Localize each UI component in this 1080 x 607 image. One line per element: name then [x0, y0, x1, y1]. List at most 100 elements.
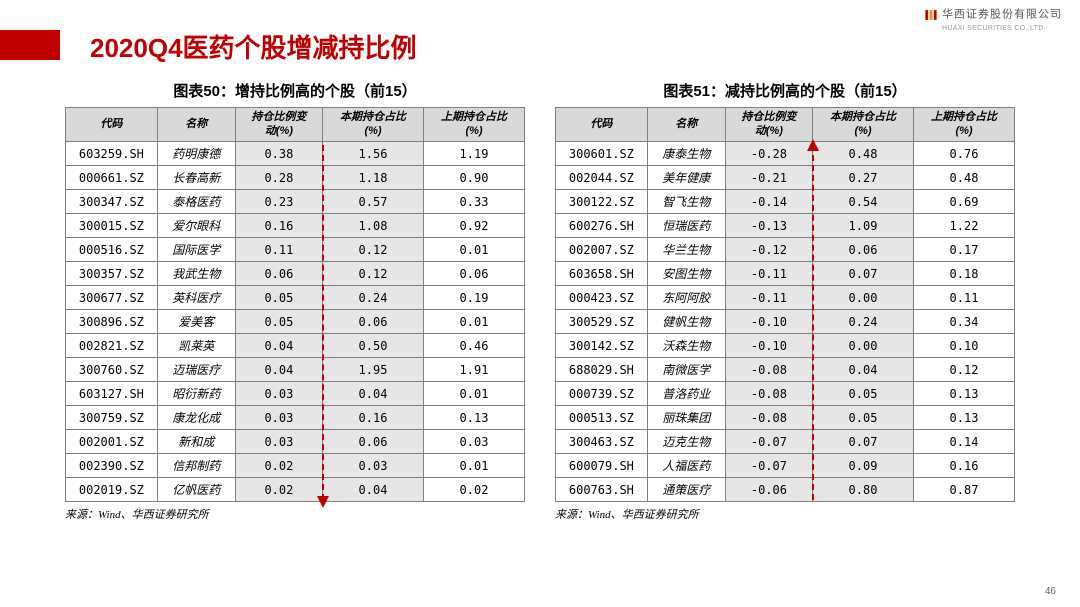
left-panel: 图表50：增持比例高的个股（前15） 代码名称持仓比例变动(%)本期持仓占比(%… — [65, 80, 525, 522]
page-title: 2020Q4医药个股增减持比例 — [90, 28, 417, 65]
cell-prev: 0.19 — [423, 286, 524, 310]
table-row: 688029.SH南微医学-0.080.040.12 — [556, 358, 1015, 382]
cell-prev: 0.46 — [423, 334, 524, 358]
cell-prev: 0.16 — [913, 454, 1014, 478]
cell-prev: 0.17 — [913, 238, 1014, 262]
cell-code: 688029.SH — [556, 358, 648, 382]
cell-current: 0.24 — [813, 310, 914, 334]
cell-prev: 1.22 — [913, 214, 1014, 238]
cell-change: 0.38 — [235, 142, 322, 166]
cell-code: 000513.SZ — [556, 406, 648, 430]
col-header: 代码 — [556, 108, 648, 142]
cell-current: 0.07 — [813, 262, 914, 286]
cell-prev: 0.01 — [423, 382, 524, 406]
cell-current: 1.95 — [323, 358, 424, 382]
cell-code: 603127.SH — [66, 382, 158, 406]
col-header: 上期持仓占比(%) — [913, 108, 1014, 142]
table-row: 300529.SZ健帆生物-0.100.240.34 — [556, 310, 1015, 334]
cell-change: 0.02 — [235, 454, 322, 478]
cell-current: 0.06 — [813, 238, 914, 262]
cell-code: 300122.SZ — [556, 190, 648, 214]
cell-code: 300759.SZ — [66, 406, 158, 430]
table-row: 000423.SZ东阿阿胶-0.110.000.11 — [556, 286, 1015, 310]
cell-code: 600763.SH — [556, 478, 648, 502]
col-header: 名称 — [647, 108, 725, 142]
cell-name: 亿帆医药 — [157, 478, 235, 502]
table-row: 002044.SZ美年健康-0.210.270.48 — [556, 166, 1015, 190]
cell-current: 0.16 — [323, 406, 424, 430]
left-table: 代码名称持仓比例变动(%)本期持仓占比(%)上期持仓占比(%)603259.SH… — [65, 107, 525, 502]
cell-prev: 0.13 — [423, 406, 524, 430]
cell-code: 002390.SZ — [66, 454, 158, 478]
table-row: 000661.SZ长春高新0.281.180.90 — [66, 166, 525, 190]
cell-name: 长春高新 — [157, 166, 235, 190]
cell-current: 0.50 — [323, 334, 424, 358]
table-row: 300347.SZ泰格医药0.230.570.33 — [66, 190, 525, 214]
cell-prev: 0.34 — [913, 310, 1014, 334]
cell-prev: 0.33 — [423, 190, 524, 214]
cell-prev: 0.13 — [913, 382, 1014, 406]
col-header: 持仓比例变动(%) — [235, 108, 322, 142]
cell-current: 0.09 — [813, 454, 914, 478]
cell-name: 新和成 — [157, 430, 235, 454]
cell-name: 智飞生物 — [647, 190, 725, 214]
cell-prev: 0.01 — [423, 238, 524, 262]
cell-code: 600276.SH — [556, 214, 648, 238]
cell-name: 药明康德 — [157, 142, 235, 166]
cell-name: 普洛药业 — [647, 382, 725, 406]
right-table-wrap: 代码名称持仓比例变动(%)本期持仓占比(%)上期持仓占比(%)300601.SZ… — [555, 107, 1015, 502]
table-row: 603658.SH安图生物-0.110.070.18 — [556, 262, 1015, 286]
cell-change: 0.03 — [235, 430, 322, 454]
cell-current: 0.12 — [323, 262, 424, 286]
table-row: 600079.SH人福医药-0.070.090.16 — [556, 454, 1015, 478]
cell-change: -0.21 — [725, 166, 812, 190]
cell-name: 美年健康 — [647, 166, 725, 190]
cell-current: 0.03 — [323, 454, 424, 478]
cell-change: 0.11 — [235, 238, 322, 262]
cell-name: 通策医疗 — [647, 478, 725, 502]
cell-name: 爱美客 — [157, 310, 235, 334]
cell-name: 信邦制药 — [157, 454, 235, 478]
cell-current: 1.09 — [813, 214, 914, 238]
cell-current: 0.04 — [323, 382, 424, 406]
cell-change: 0.05 — [235, 286, 322, 310]
left-table-wrap: 代码名称持仓比例变动(%)本期持仓占比(%)上期持仓占比(%)603259.SH… — [65, 107, 525, 502]
cell-change: 0.04 — [235, 334, 322, 358]
cell-code: 300142.SZ — [556, 334, 648, 358]
cell-prev: 0.48 — [913, 166, 1014, 190]
cell-prev: 0.06 — [423, 262, 524, 286]
cell-change: -0.10 — [725, 310, 812, 334]
cell-name: 安图生物 — [647, 262, 725, 286]
cell-current: 0.54 — [813, 190, 914, 214]
table-row: 300677.SZ英科医疗0.050.240.19 — [66, 286, 525, 310]
cell-code: 300760.SZ — [66, 358, 158, 382]
cell-change: -0.11 — [725, 262, 812, 286]
table-row: 603259.SH药明康德0.381.561.19 — [66, 142, 525, 166]
col-header: 上期持仓占比(%) — [423, 108, 524, 142]
cell-code: 000739.SZ — [556, 382, 648, 406]
cell-code: 300463.SZ — [556, 430, 648, 454]
table-row: 300142.SZ沃森生物-0.100.000.10 — [556, 334, 1015, 358]
table-row: 002390.SZ信邦制药0.020.030.01 — [66, 454, 525, 478]
cell-prev: 0.02 — [423, 478, 524, 502]
cell-current: 1.18 — [323, 166, 424, 190]
cell-current: 0.06 — [323, 310, 424, 334]
table-row: 300760.SZ迈瑞医疗0.041.951.91 — [66, 358, 525, 382]
cell-current: 0.04 — [813, 358, 914, 382]
cell-current: 0.48 — [813, 142, 914, 166]
left-arrow-icon — [317, 496, 329, 508]
cell-code: 300896.SZ — [66, 310, 158, 334]
right-divider — [812, 145, 814, 500]
table-row: 300759.SZ康龙化成0.030.160.13 — [66, 406, 525, 430]
cell-change: -0.08 — [725, 382, 812, 406]
cell-code: 300015.SZ — [66, 214, 158, 238]
cell-name: 恒瑞医药 — [647, 214, 725, 238]
table-row: 002821.SZ凯莱英0.040.500.46 — [66, 334, 525, 358]
cell-prev: 1.19 — [423, 142, 524, 166]
col-header: 持仓比例变动(%) — [725, 108, 812, 142]
cell-name: 迈瑞医疗 — [157, 358, 235, 382]
cell-prev: 0.01 — [423, 454, 524, 478]
cell-name: 英科医疗 — [157, 286, 235, 310]
cell-change: 0.28 — [235, 166, 322, 190]
accent-bar — [0, 30, 60, 60]
